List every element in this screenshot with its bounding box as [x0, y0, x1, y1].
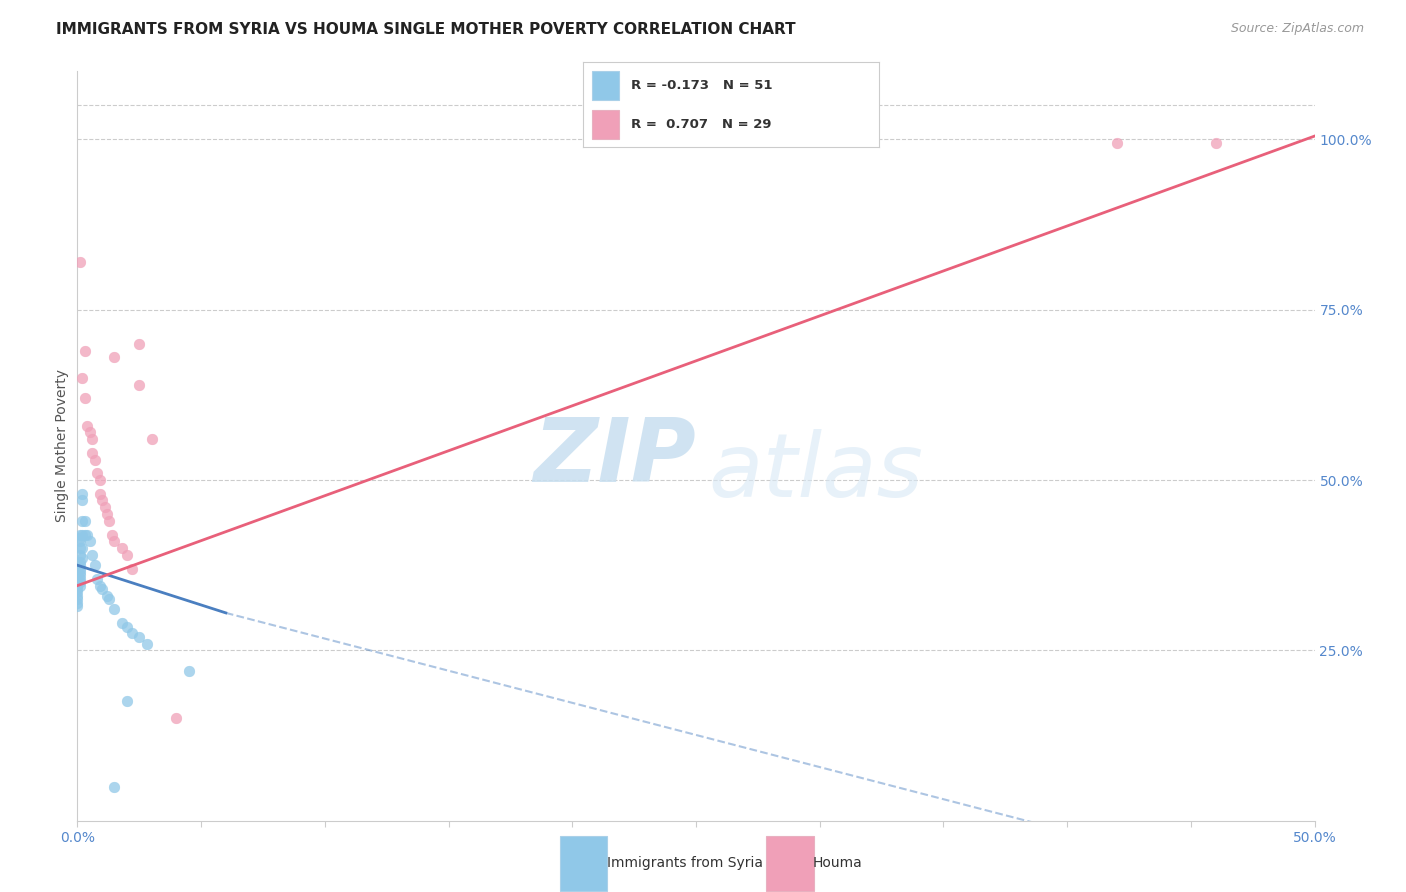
Text: ZIP: ZIP	[533, 414, 696, 500]
Point	[91, 493, 114, 508]
Point	[66, 585, 89, 599]
Point	[115, 694, 138, 708]
Point	[66, 579, 89, 593]
Point	[82, 548, 104, 562]
Point	[808, 132, 831, 146]
Point	[66, 599, 89, 613]
Y-axis label: Single Mother Poverty: Single Mother Poverty	[55, 369, 69, 523]
Point	[141, 432, 163, 446]
Point	[69, 572, 91, 586]
Point	[66, 589, 89, 603]
Point	[165, 711, 187, 725]
Text: Immigrants from Syria: Immigrants from Syria	[607, 856, 763, 871]
Point	[103, 780, 125, 794]
Point	[1205, 136, 1227, 150]
Text: R = -0.173   N = 51: R = -0.173 N = 51	[631, 78, 772, 92]
Point	[79, 425, 101, 440]
Point	[128, 336, 150, 351]
Point	[98, 514, 121, 528]
Point	[91, 582, 114, 596]
Point	[69, 558, 91, 573]
Point	[72, 551, 94, 566]
Point	[66, 575, 89, 590]
Point	[76, 418, 98, 433]
Point	[135, 636, 157, 650]
Text: R =  0.707   N = 29: R = 0.707 N = 29	[631, 118, 772, 131]
Point	[72, 486, 94, 500]
Point	[72, 527, 94, 541]
Text: Houma: Houma	[813, 856, 862, 871]
Point	[96, 589, 118, 603]
Point	[79, 534, 101, 549]
Point	[72, 541, 94, 556]
Point	[177, 664, 200, 678]
Point	[103, 534, 125, 549]
Point	[86, 467, 108, 481]
Point	[69, 541, 91, 556]
Point	[115, 619, 138, 633]
Point	[69, 568, 91, 582]
Point	[66, 582, 89, 596]
Point	[83, 452, 105, 467]
Point	[86, 572, 108, 586]
Point	[69, 575, 91, 590]
Text: IMMIGRANTS FROM SYRIA VS HOUMA SINGLE MOTHER POVERTY CORRELATION CHART: IMMIGRANTS FROM SYRIA VS HOUMA SINGLE MO…	[56, 22, 796, 37]
Point	[69, 555, 91, 569]
Point	[96, 507, 118, 521]
Point	[66, 565, 89, 579]
Point	[73, 343, 96, 358]
Point	[115, 548, 138, 562]
Point	[66, 596, 89, 610]
Point	[73, 527, 96, 541]
Point	[72, 371, 94, 385]
FancyBboxPatch shape	[592, 71, 619, 100]
Point	[66, 592, 89, 607]
Point	[73, 514, 96, 528]
Text: Source: ZipAtlas.com: Source: ZipAtlas.com	[1230, 22, 1364, 36]
Text: atlas: atlas	[709, 429, 924, 516]
Point	[89, 473, 111, 487]
Point	[128, 630, 150, 644]
Point	[69, 561, 91, 575]
Point	[76, 527, 98, 541]
Point	[111, 541, 134, 556]
Point	[93, 500, 115, 515]
Point	[103, 602, 125, 616]
Point	[83, 558, 105, 573]
Point	[121, 561, 143, 575]
Point	[73, 392, 96, 406]
Point	[89, 579, 111, 593]
Point	[69, 548, 91, 562]
Point	[69, 534, 91, 549]
Point	[66, 572, 89, 586]
Point	[69, 255, 91, 269]
Point	[69, 579, 91, 593]
Point	[101, 527, 124, 541]
Point	[72, 514, 94, 528]
Point	[1105, 136, 1128, 150]
Point	[103, 351, 125, 365]
Point	[121, 626, 143, 640]
Point	[69, 527, 91, 541]
Point	[69, 565, 91, 579]
Point	[89, 486, 111, 500]
FancyBboxPatch shape	[592, 110, 619, 139]
Point	[69, 531, 91, 545]
Point	[66, 568, 89, 582]
Point	[82, 432, 104, 446]
Point	[72, 493, 94, 508]
Point	[98, 592, 121, 607]
Point	[128, 377, 150, 392]
Point	[111, 616, 134, 631]
Point	[66, 561, 89, 575]
Point	[82, 446, 104, 460]
